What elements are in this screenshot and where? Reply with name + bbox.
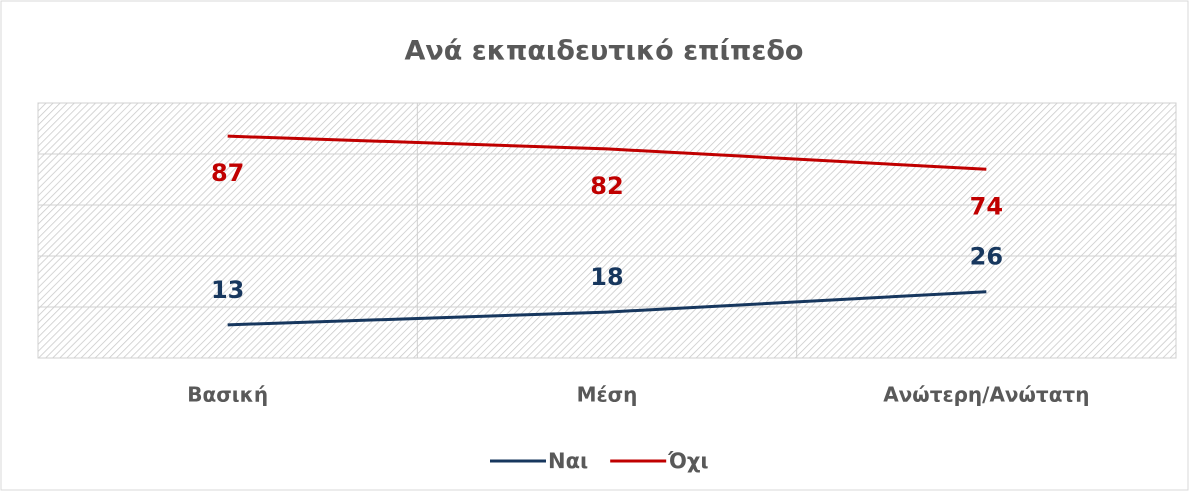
plot-area — [37, 102, 1177, 359]
data-label: 87 — [211, 159, 244, 187]
chart-title: Ανά εκπαιδευτικό επίπεδο — [405, 36, 804, 67]
data-label: 26 — [970, 243, 1003, 271]
data-label: 82 — [590, 172, 623, 200]
legend-label: Ναι — [548, 449, 588, 473]
series-line — [227, 134, 987, 171]
data-label: 13 — [211, 276, 244, 304]
legend-label: Όχι — [667, 449, 708, 473]
data-label: 18 — [590, 263, 623, 291]
series-line — [227, 290, 987, 327]
x-tick-label: Βασική — [187, 383, 268, 407]
data-label: 74 — [970, 192, 1003, 220]
x-tick-label: Μέση — [577, 383, 638, 407]
x-tick-label: Ανώτερη/Ανώτατη — [883, 383, 1089, 407]
